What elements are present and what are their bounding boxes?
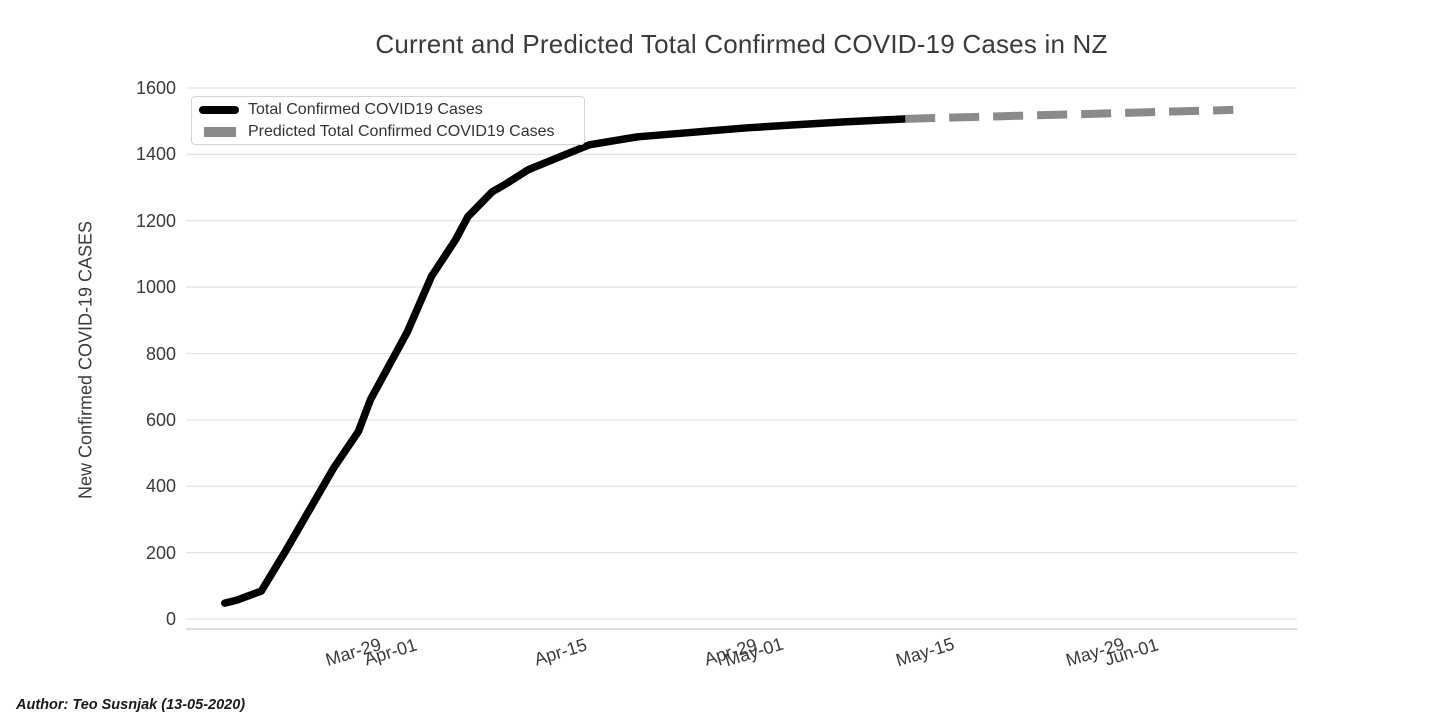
y-tick-label-600: 600 [145,409,176,430]
y-tick-label-1400: 1400 [135,144,176,165]
solid-line-swatch-icon [199,105,239,114]
author-note: Author: Teo Susnjak (13-05-2020) [16,697,246,713]
y-tick-label-400: 400 [145,476,176,497]
series-line-predicted [905,105,1234,123]
legend-label-actual: Total Confirmed COVID19 Cases [248,100,483,118]
y-tick-label-200: 200 [145,542,176,563]
y-tick-label-1200: 1200 [135,210,176,231]
legend-item-actual: Total Confirmed COVID19 Cases [192,99,584,121]
series-line-actual [221,115,909,607]
dashed-line-swatch-icon [204,126,236,137]
legend-item-predicted: Predicted Total Confirmed COVID19 Cases [192,121,584,143]
y-tick-label-1600: 1600 [135,78,176,98]
chart-title: Current and Predicted Total Confirmed CO… [375,29,1108,59]
y-tick-label-0: 0 [165,609,176,629]
y-tick-label-1000: 1000 [135,277,176,298]
legend: Total Confirmed COVID19 Cases Predicted … [191,96,585,145]
y-tick-label-800: 800 [145,343,176,364]
legend-label-predicted: Predicted Total Confirmed COVID19 Cases [248,122,555,140]
